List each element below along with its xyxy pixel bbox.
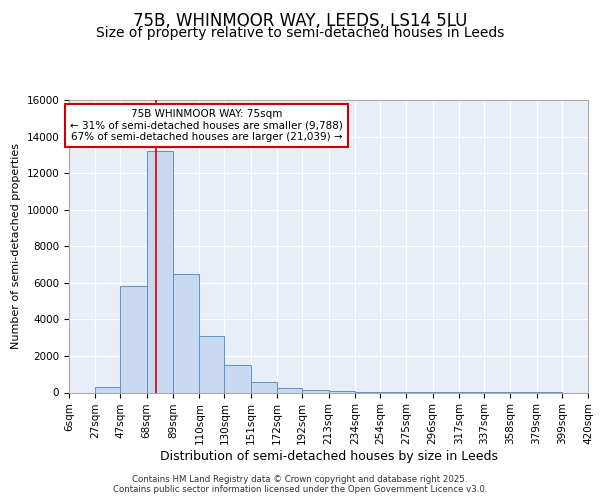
Bar	[251, 382, 277, 392]
Bar	[147, 151, 173, 392]
Bar	[199, 336, 224, 392]
Bar	[302, 390, 329, 392]
Y-axis label: Number of semi-detached properties: Number of semi-detached properties	[11, 143, 21, 350]
Text: 75B, WHINMOOR WAY, LEEDS, LS14 5LU: 75B, WHINMOOR WAY, LEEDS, LS14 5LU	[133, 12, 467, 30]
Bar	[95, 387, 121, 392]
Text: Size of property relative to semi-detached houses in Leeds: Size of property relative to semi-detach…	[96, 26, 504, 40]
Bar	[173, 274, 199, 392]
Bar	[277, 388, 302, 392]
Text: 75B WHINMOOR WAY: 75sqm
← 31% of semi-detached houses are smaller (9,788)
67% of: 75B WHINMOOR WAY: 75sqm ← 31% of semi-de…	[70, 109, 343, 142]
Text: Contains HM Land Registry data © Crown copyright and database right 2025.
Contai: Contains HM Land Registry data © Crown c…	[113, 474, 487, 494]
X-axis label: Distribution of semi-detached houses by size in Leeds: Distribution of semi-detached houses by …	[160, 450, 497, 463]
Bar	[121, 286, 147, 393]
Bar	[224, 365, 251, 392]
Bar	[329, 391, 355, 392]
